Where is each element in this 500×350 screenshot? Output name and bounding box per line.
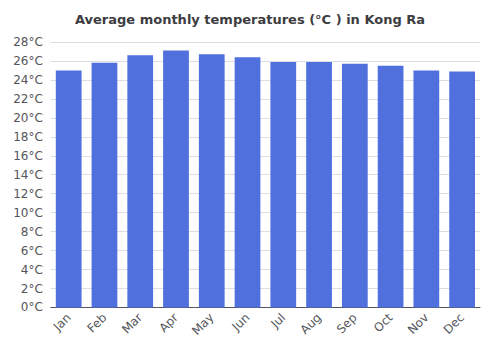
- svg-text:Dec: Dec: [441, 311, 467, 337]
- svg-text:Sep: Sep: [334, 311, 360, 337]
- svg-text:22°C: 22°C: [13, 92, 43, 106]
- svg-text:14°C: 14°C: [13, 168, 43, 182]
- svg-text:18°C: 18°C: [13, 130, 43, 144]
- svg-text:Feb: Feb: [85, 311, 110, 336]
- svg-text:2°C: 2°C: [21, 282, 43, 296]
- svg-text:Aug: Aug: [298, 311, 324, 337]
- svg-text:10°C: 10°C: [13, 206, 43, 220]
- svg-text:26°C: 26°C: [13, 54, 43, 68]
- svg-text:Average monthly temperatures (: Average monthly temperatures (°C ) in Ko…: [75, 12, 425, 27]
- svg-text:28°C: 28°C: [13, 35, 43, 49]
- svg-text:24°C: 24°C: [13, 73, 43, 87]
- svg-text:16°C: 16°C: [13, 149, 43, 163]
- svg-text:4°C: 4°C: [21, 263, 43, 277]
- svg-text:Apr: Apr: [156, 310, 181, 335]
- svg-text:20°C: 20°C: [13, 111, 43, 125]
- svg-text:Jul: Jul: [267, 311, 288, 332]
- svg-text:6°C: 6°C: [21, 244, 43, 258]
- svg-text:8°C: 8°C: [21, 225, 43, 239]
- svg-text:Nov: Nov: [405, 311, 431, 337]
- svg-text:May: May: [189, 311, 216, 338]
- svg-text:12°C: 12°C: [13, 187, 43, 201]
- svg-text:Jun: Jun: [229, 311, 253, 335]
- svg-text:0°C: 0°C: [21, 300, 43, 314]
- svg-text:Jan: Jan: [50, 311, 74, 335]
- svg-text:Mar: Mar: [119, 310, 145, 336]
- svg-text:Oct: Oct: [371, 310, 396, 335]
